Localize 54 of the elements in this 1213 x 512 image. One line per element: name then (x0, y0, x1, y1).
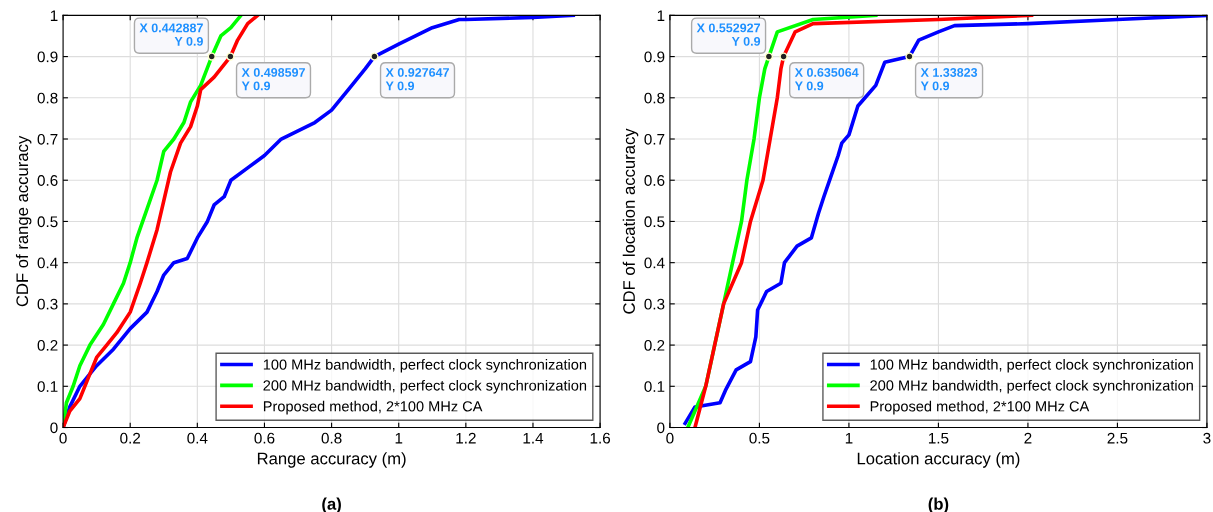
legend-label: 100 MHz bandwidth, perfect clock synchronization (870, 359, 1193, 373)
y-tick-label: 0.8 (644, 92, 665, 104)
x-axis-title: Location accuracy (m) (857, 452, 1020, 468)
legend-label: 200 MHz bandwidth, perfect clock synchronization (870, 379, 1193, 394)
annotation: X 0.552927 Y 0.9 (696, 23, 761, 46)
legend-label: Proposed method, 2*100 MHz CA (870, 400, 1090, 415)
x-tick-label: 1.4 (523, 432, 544, 444)
y-tick-label: 1 (657, 10, 665, 21)
y-tick-label: 0.1 (37, 381, 58, 392)
x-tick-label: 0 (59, 432, 67, 444)
y-axis-title: CDF of location accuracy (622, 128, 639, 314)
y-tick-label: 0.7 (644, 133, 665, 145)
x-tick-label: 3 (1203, 432, 1211, 444)
y-tick-label: 0.2 (644, 339, 665, 351)
x-tick-label: 1 (395, 432, 403, 444)
y-tick-label: 0.5 (37, 216, 58, 228)
y-tick-label: 0.5 (644, 216, 665, 228)
annotation: X 1.33823 Y 0.9 (920, 68, 978, 91)
y-tick-label: 0.6 (37, 175, 58, 186)
y-tick-label: 0.4 (37, 257, 58, 269)
y-tick-label: 0.3 (37, 298, 58, 310)
y-tick-label: 0.3 (644, 298, 665, 310)
x-tick-label: 1.6 (590, 432, 611, 444)
annotation: X 0.635064 Y 0.9 (794, 68, 859, 91)
x-tick-label: 2.5 (1107, 432, 1128, 444)
y-tick-label: 0.9 (644, 51, 665, 63)
annotation: X 0.927647 Y 0.9 (385, 68, 449, 91)
y-tick-label: 0.7 (37, 133, 58, 145)
x-tick-label: 2 (1024, 432, 1032, 444)
annotation: X 0.442887 Y 0.9 (139, 23, 203, 46)
y-tick-label: 1 (50, 10, 58, 21)
annotation: X 0.498597 Y 0.9 (241, 68, 305, 91)
x-tick-label: 0.5 (749, 432, 770, 444)
y-tick-label: 0.2 (37, 339, 58, 351)
legend-label: Proposed method, 2*100 MHz CA (263, 400, 483, 415)
x-tick-label: 0.8 (321, 432, 342, 444)
x-tick-label: 0.4 (187, 432, 208, 444)
x-axis-title: Range accuracy (m) (257, 452, 406, 468)
y-tick-label: 0.9 (37, 51, 58, 63)
legend-label: 200 MHz bandwidth, perfect clock synchronization (263, 379, 587, 394)
x-tick-label: 1 (845, 432, 853, 444)
x-tick-label: 1.2 (456, 432, 476, 444)
x-tick-label: 0.6 (254, 432, 275, 444)
y-tick-label: 0.8 (37, 92, 58, 104)
y-tick-label: 0.6 (644, 175, 665, 186)
y-tick-label: 0 (657, 422, 665, 434)
y-tick-label: 0.1 (644, 381, 665, 392)
y-axis-title: CDF of range accuracy (15, 135, 32, 307)
x-tick-label: 0 (666, 432, 674, 444)
legend-label: 100 MHz bandwidth, perfect clock synchronization (263, 359, 587, 373)
x-tick-label: 0.2 (120, 432, 141, 444)
y-tick-label: 0.4 (644, 257, 665, 269)
y-tick-label: 0 (50, 422, 58, 434)
x-tick-label: 1.5 (928, 432, 949, 444)
